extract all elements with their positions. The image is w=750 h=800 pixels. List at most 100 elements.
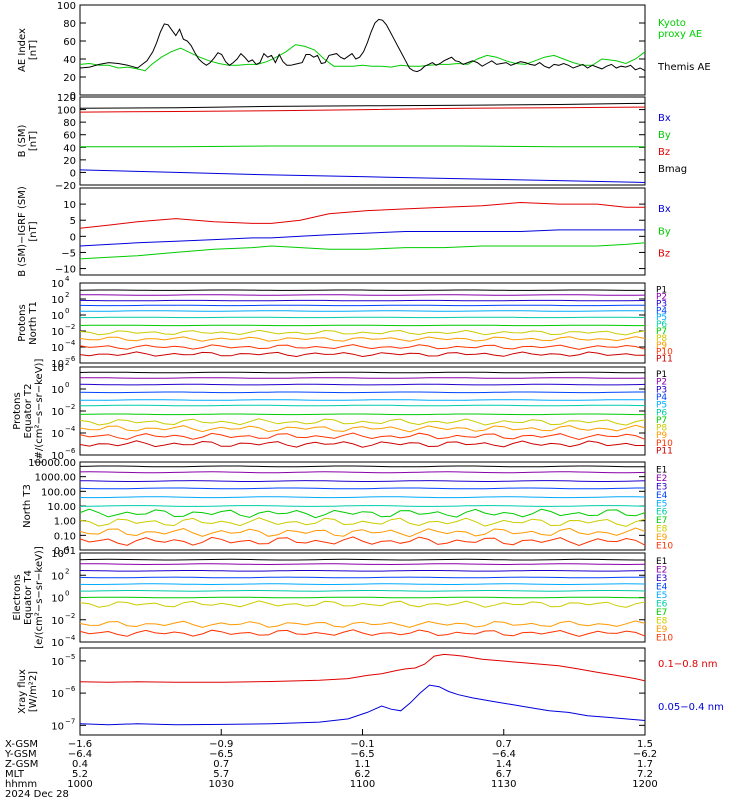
- series-line-en-5: [79, 505, 646, 507]
- channel-label-ee: E8: [656, 616, 668, 626]
- axis-table-value: 1.7: [637, 759, 653, 770]
- series-line-bsm-3: [79, 169, 646, 183]
- axis-table-value: 5.2: [72, 769, 88, 780]
- axis-table-value: 1.4: [496, 759, 512, 770]
- axis-table-value: 1100: [350, 779, 375, 790]
- y-tick-exp-xray: −7: [65, 717, 75, 725]
- y-tick-label-ae: 20: [63, 73, 76, 84]
- series-line-ae-0: [79, 44, 646, 72]
- y-tick-exp-pe: −2: [65, 403, 75, 411]
- y-tick-label-ae: 100: [57, 1, 76, 12]
- series-line-bsm-0: [79, 102, 646, 109]
- legend-label-xray: 0.05−0.4 nm: [658, 702, 724, 713]
- y-tick-label-ee: 10: [51, 616, 64, 627]
- y-tick-label-ae: 40: [63, 55, 76, 66]
- series-line-pe-5: [79, 404, 646, 407]
- series-line-ee-1: [80, 563, 646, 566]
- channel-label-en: E10: [656, 541, 673, 551]
- legend-label-bsm: Bmag: [658, 164, 687, 175]
- y-tick-label-xray: 10: [51, 657, 64, 668]
- channel-label-pn: P10: [656, 348, 673, 358]
- y-tick-label-bigrf: 10: [63, 200, 76, 211]
- y-tick-label-ee: 10: [51, 638, 64, 649]
- y-tick-label-bigrf: 0: [70, 232, 76, 243]
- axis-table-date: 2024 Dec 28: [5, 789, 69, 800]
- channel-label-pn: P6: [656, 320, 667, 330]
- series-line-en-9: [79, 536, 646, 547]
- channel-label-ee: E7: [656, 608, 667, 618]
- axis-table-value: 1130: [491, 779, 516, 790]
- series-line-bigrf-1: [79, 242, 646, 260]
- y-axis-label-pe: Protons: [12, 392, 23, 429]
- y-tick-label-bsm: 120: [57, 93, 76, 104]
- axis-table-value: 0.4: [72, 759, 88, 770]
- axis-table-row-label: MLT: [5, 769, 25, 780]
- channel-label-en: E8: [656, 525, 668, 535]
- series-line-bsm-2: [80, 145, 645, 148]
- series-line-bigrf-0: [79, 201, 645, 229]
- channel-label-pn: P11: [656, 355, 673, 365]
- y-tick-exp-pe: 0: [65, 381, 69, 389]
- y-tick-label-pe: 10: [51, 385, 64, 396]
- series-line-ee-0: [79, 558, 645, 561]
- axis-table-value: −0.1: [350, 739, 374, 750]
- series-line-ee-2: [79, 570, 646, 572]
- axis-table-value: 1000: [67, 779, 92, 790]
- y-axis-label-bigrf: B (SM)−IGRF (SM): [17, 186, 28, 277]
- y-axis-label-xray: Xray flux: [17, 669, 28, 714]
- axis-table-value: 5.7: [213, 769, 229, 780]
- channel-label-ee: E5: [656, 591, 667, 601]
- series-line-pe-4: [79, 399, 646, 401]
- y-tick-label-en: 1000.00: [35, 473, 76, 484]
- channel-label-pe: P5: [656, 401, 667, 411]
- y-axis-label-pe: [#/(cm²−s−sr−keV)]: [34, 359, 45, 464]
- series-line-pn-8: [79, 336, 646, 342]
- y-tick-exp-xray: −6: [65, 685, 76, 693]
- y-tick-exp-xray: −5: [65, 653, 75, 661]
- y-tick-label-pe: 10: [51, 407, 64, 418]
- y-tick-label-xray: 10: [51, 721, 64, 732]
- y-tick-label-pe: 10: [51, 451, 64, 462]
- series-line-ee-9: [79, 629, 646, 637]
- y-axis-label-ee: Equator T4: [23, 570, 34, 625]
- y-axis-label-bsm: B (SM): [17, 124, 28, 157]
- legend-label-bsm: Bx: [658, 113, 671, 124]
- series-line-ee-7: [79, 600, 646, 608]
- y-axis-label-ae: [nT]: [28, 40, 39, 60]
- legend-label-bsm: By: [658, 130, 671, 141]
- y-tick-label-bsm: 20: [63, 156, 76, 167]
- channel-label-pn: P9: [656, 341, 667, 351]
- channel-label-en: E3: [656, 483, 667, 493]
- channel-label-pe: P6: [656, 408, 667, 418]
- series-line-en-2: [79, 480, 646, 482]
- series-line-pe-10: [79, 440, 645, 448]
- panel-frame-ae: [79, 4, 646, 96]
- series-line-en-3: [79, 487, 645, 490]
- channel-label-pe: P7: [656, 416, 667, 426]
- channel-label-pe: P4: [656, 393, 667, 403]
- legend-label-bigrf: Bx: [658, 204, 671, 215]
- y-tick-exp-ee: −4: [65, 634, 76, 642]
- y-tick-label-pe: 10: [51, 429, 64, 440]
- panel-frame-bsm: [79, 96, 646, 186]
- legend-label-bigrf: Bz: [658, 249, 670, 260]
- series-line-ee-4: [79, 583, 646, 586]
- legend-label-ae: Kyoto: [658, 18, 686, 29]
- series-line-pn-9: [79, 344, 646, 350]
- y-tick-label-pn: 10: [51, 327, 64, 338]
- channel-label-pn: P7: [656, 327, 667, 337]
- y-tick-label-bsm: 40: [63, 143, 76, 154]
- axis-table-row-label: Z-GSM: [5, 759, 38, 770]
- channel-label-pe: P3: [656, 385, 667, 395]
- series-line-xray-0: [79, 653, 646, 683]
- axis-table-value: −6.4: [68, 749, 92, 760]
- y-axis-label-bsm: [nT]: [28, 131, 39, 151]
- series-line-ee-6: [79, 596, 645, 599]
- y-tick-label-bsm: 80: [63, 118, 76, 129]
- axis-table-value: −6.5: [209, 749, 233, 760]
- panel-frame-pn: [79, 282, 646, 364]
- y-tick-label-bsm: 100: [57, 106, 76, 117]
- y-tick-label-bsm: 60: [63, 131, 76, 142]
- channel-label-ee: E3: [656, 574, 667, 584]
- y-axis-label-ee: Electrons: [12, 574, 23, 620]
